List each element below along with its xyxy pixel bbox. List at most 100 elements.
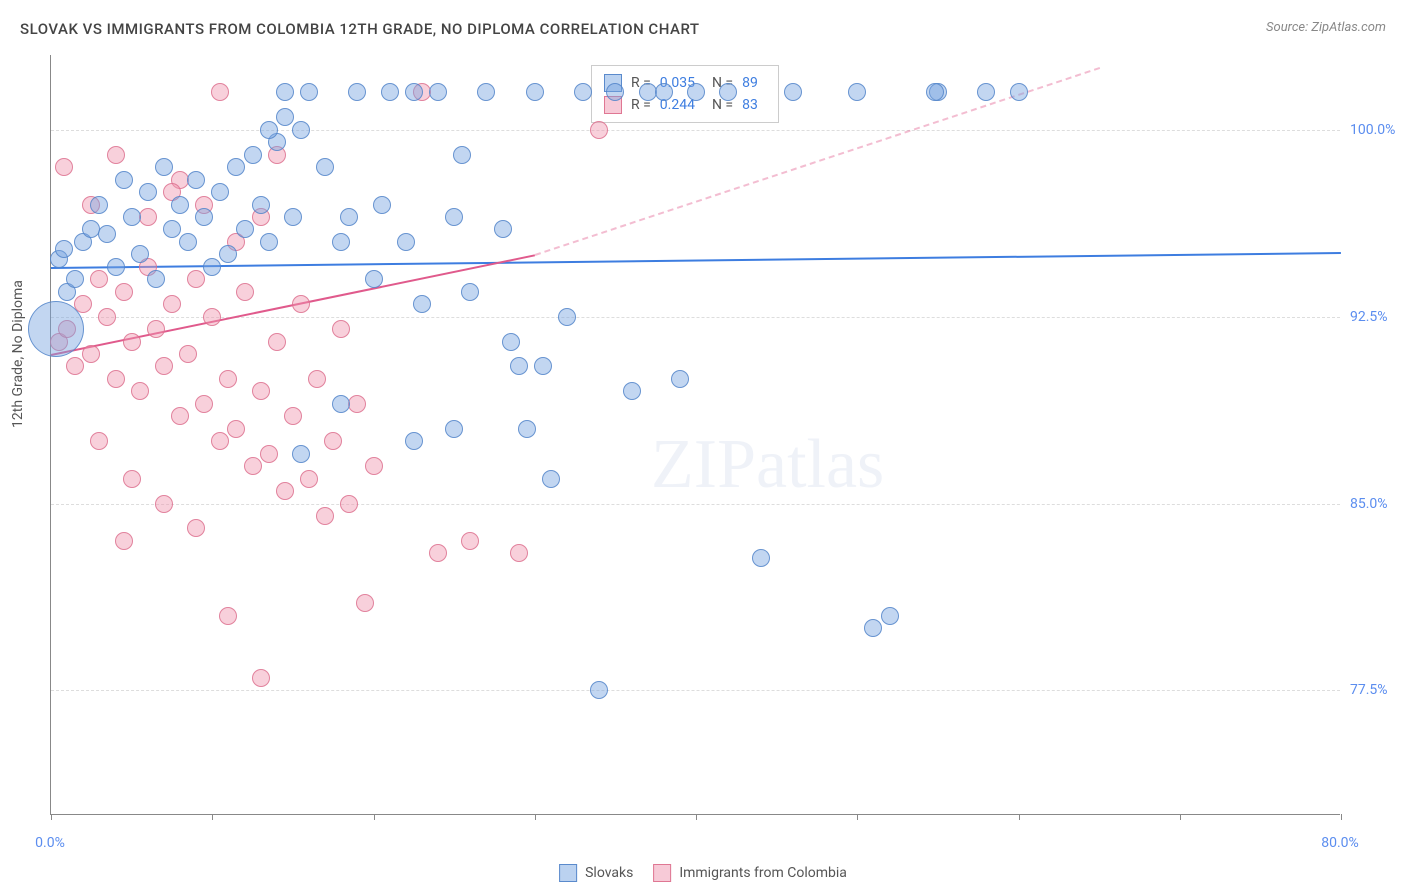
- scatter-point: [163, 220, 181, 238]
- scatter-point: [332, 320, 350, 338]
- scatter-point: [244, 146, 262, 164]
- scatter-point: [179, 233, 197, 251]
- scatter-point: [784, 83, 802, 101]
- y-tick-label: 85.0%: [1350, 496, 1406, 512]
- legend-row-pink: R = 0.244 N = 83: [604, 94, 766, 116]
- scatter-point: [340, 495, 358, 513]
- x-tick: [51, 814, 52, 820]
- x-tick: [857, 814, 858, 820]
- scatter-point: [66, 270, 84, 288]
- scatter-point: [163, 295, 181, 313]
- chart-title: SLOVAK VS IMMIGRANTS FROM COLOMBIA 12TH …: [20, 20, 700, 38]
- scatter-point: [518, 420, 536, 438]
- gridline-h: [51, 690, 1340, 691]
- gridline-h: [51, 504, 1340, 505]
- scatter-point: [131, 382, 149, 400]
- scatter-point: [90, 270, 108, 288]
- scatter-point: [123, 333, 141, 351]
- scatter-point: [332, 395, 350, 413]
- scatter-point: [381, 83, 399, 101]
- scatter-point: [171, 196, 189, 214]
- scatter-point: [542, 470, 560, 488]
- scatter-point: [276, 83, 294, 101]
- scatter-point: [107, 258, 125, 276]
- scatter-point: [445, 208, 463, 226]
- scatter-point: [292, 121, 310, 139]
- scatter-point: [477, 83, 495, 101]
- scatter-point: [28, 301, 84, 357]
- scatter-point: [655, 83, 673, 101]
- x-tick: [1019, 814, 1020, 820]
- swatch-blue-icon: [559, 864, 577, 882]
- scatter-point: [590, 121, 608, 139]
- scatter-point: [461, 283, 479, 301]
- scatter-point: [211, 432, 229, 450]
- scatter-point: [671, 370, 689, 388]
- scatter-point: [292, 445, 310, 463]
- scatter-point: [300, 470, 318, 488]
- scatter-point: [881, 607, 899, 625]
- scatter-point: [155, 495, 173, 513]
- scatter-point: [123, 470, 141, 488]
- scatter-point: [155, 158, 173, 176]
- scatter-point: [316, 158, 334, 176]
- scatter-point: [926, 83, 944, 101]
- scatter-point: [510, 544, 528, 562]
- scatter-point: [236, 220, 254, 238]
- scatter-point: [590, 681, 608, 699]
- scatter-point: [219, 370, 237, 388]
- scatter-point: [526, 83, 544, 101]
- x-tick: [535, 814, 536, 820]
- source-label: Source: ZipAtlas.com: [1266, 20, 1386, 35]
- scatter-point: [574, 83, 592, 101]
- scatter-point: [268, 333, 286, 351]
- scatter-point: [155, 357, 173, 375]
- scatter-point: [429, 544, 447, 562]
- gridline-h: [51, 317, 1340, 318]
- scatter-point: [848, 83, 866, 101]
- scatter-point: [445, 420, 463, 438]
- scatter-point: [203, 258, 221, 276]
- scatter-point: [219, 245, 237, 263]
- scatter-point: [405, 83, 423, 101]
- scatter-point: [1010, 83, 1028, 101]
- y-axis-label: 12th Grade, No Diploma: [10, 280, 26, 428]
- scatter-point: [373, 196, 391, 214]
- scatter-point: [139, 208, 157, 226]
- scatter-point: [55, 240, 73, 258]
- scatter-point: [284, 208, 302, 226]
- scatter-point: [139, 183, 157, 201]
- scatter-point: [211, 83, 229, 101]
- scatter-point: [115, 171, 133, 189]
- scatter-point: [494, 220, 512, 238]
- scatter-point: [171, 407, 189, 425]
- scatter-point: [147, 320, 165, 338]
- scatter-point: [203, 308, 221, 326]
- scatter-point: [606, 83, 624, 101]
- scatter-point: [365, 457, 383, 475]
- scatter-point: [195, 208, 213, 226]
- scatter-point: [752, 549, 770, 567]
- scatter-point: [123, 208, 141, 226]
- scatter-point: [687, 83, 705, 101]
- legend-item-slovaks: Slovaks: [559, 864, 633, 882]
- scatter-point: [211, 183, 229, 201]
- scatter-point: [227, 158, 245, 176]
- scatter-point: [82, 345, 100, 363]
- scatter-point: [864, 619, 882, 637]
- scatter-point: [397, 233, 415, 251]
- scatter-point: [719, 83, 737, 101]
- scatter-point: [324, 432, 342, 450]
- legend-item-colombia: Immigrants from Colombia: [653, 864, 847, 882]
- chart-container: SLOVAK VS IMMIGRANTS FROM COLOMBIA 12TH …: [0, 0, 1406, 892]
- x-tick: [212, 814, 213, 820]
- scatter-point: [98, 225, 116, 243]
- watermark: ZIPatlas: [651, 425, 884, 505]
- x-tick: [1180, 814, 1181, 820]
- scatter-point: [187, 270, 205, 288]
- scatter-point: [405, 432, 423, 450]
- scatter-point: [348, 83, 366, 101]
- scatter-point: [147, 270, 165, 288]
- scatter-point: [55, 158, 73, 176]
- scatter-point: [66, 357, 84, 375]
